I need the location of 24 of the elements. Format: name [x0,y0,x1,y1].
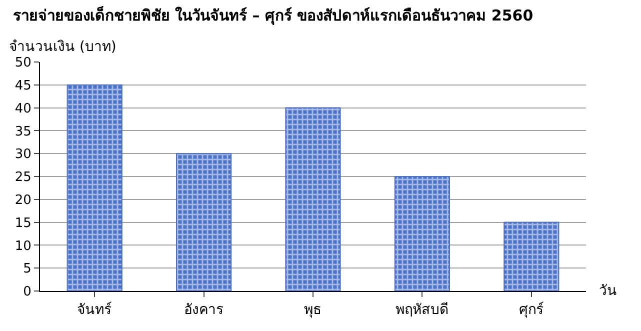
y-tick-label: 15 [14,216,32,231]
bar [176,153,232,291]
y-tick-label: 10 [14,238,32,254]
bar [504,222,560,291]
y-axis-title: จำนวนเงิน (บาท) [9,39,116,55]
bar [394,176,450,291]
y-tick-label: 50 [14,56,32,71]
y-tick-label: 40 [14,101,32,116]
y-tick-label: 0 [23,284,32,300]
y-tick-label: 20 [14,192,32,208]
x-tick-label: ศุกร์ [518,300,544,318]
x-tick-label: พฤหัสบดี [396,302,449,318]
y-tick-label: 30 [14,147,32,162]
x-tick-label: พุธ [304,302,322,318]
bar [285,107,341,291]
y-tick-label: 45 [14,78,32,94]
x-axis-title: วัน [599,283,617,299]
chart-title: รายจ่ายของเด็กชายพิชัย ในวันจันทร์ – ศุกร์ ของสัปดาห์แรกเดือนธันวาคม 2560 [12,5,534,26]
bar [66,84,122,291]
x-tick-label: จันทร์ [77,300,112,318]
y-tick-label: 35 [14,124,32,140]
y-tick-label: 25 [14,170,32,186]
y-tick-label: 5 [23,262,32,277]
x-tick-label: อังคาร [184,302,224,318]
